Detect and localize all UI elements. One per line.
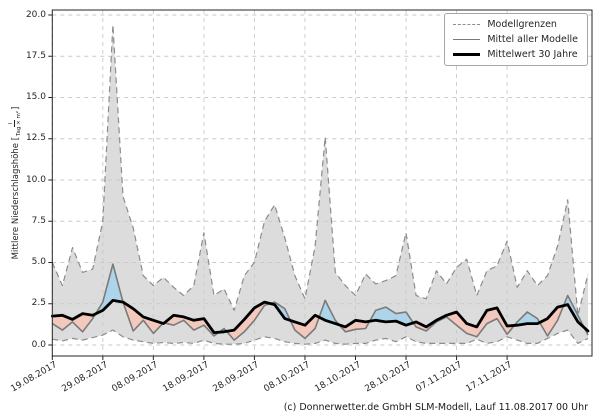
copyright-note: (c) Donnerwetter.de GmbH SLM-Modell, Lau…	[283, 402, 588, 413]
y-tick-label: 5.0	[31, 257, 46, 267]
y-tick-label: 17.5	[25, 50, 46, 61]
plot-border	[51, 9, 593, 357]
y-tick-label: 15.0	[25, 92, 46, 102]
y-axis-label-suffix: ]	[11, 106, 21, 110]
y-axis-unit-fraction: l Tag × m²	[7, 110, 22, 136]
y-tick-label: 10.0	[25, 174, 46, 185]
y-tick-label: 12.5	[25, 133, 46, 144]
legend-label: Mittel aller Modelle	[487, 34, 578, 45]
legend-item-mittelwert-30-jahre: Mittelwert 30 Jahre	[453, 49, 578, 60]
black-line-swatch	[453, 53, 481, 56]
unit-numerator: l	[7, 119, 16, 128]
y-axis-label-prefix: Mittlere Niederschlagshöhe [	[11, 136, 21, 260]
upper-model-bound-line	[51, 24, 589, 316]
y-tick-label: 7.5	[31, 215, 46, 226]
unit-denominator: Tag × m²	[15, 110, 22, 136]
lower-model-bound-line	[52, 329, 589, 345]
dashed-line-swatch	[453, 24, 481, 25]
model-range-band	[52, 24, 589, 345]
y-tick-label: 0.0	[31, 339, 46, 350]
legend-item-modellgrenzen: Modellgrenzen	[453, 19, 578, 30]
y-axis-label: Mittlere Niederschlagshöhe [ l Tag × m² …	[7, 100, 24, 266]
legend-label: Mittelwert 30 Jahre	[487, 49, 578, 60]
gray-line-swatch	[453, 39, 481, 40]
y-tick-label: 2.5	[31, 298, 46, 309]
below-normal-fill	[339, 320, 370, 332]
above-normal-fill	[514, 312, 540, 326]
above-normal-fill	[563, 295, 585, 328]
below-normal-fill	[539, 305, 564, 336]
mean-30-years-line	[50, 298, 590, 335]
legend-item-mittel-aller-modelle: Mittel aller Modelle	[453, 34, 578, 45]
y-tick-label: 20.0	[25, 9, 46, 20]
legend-label: Modellgrenzen	[487, 19, 557, 30]
model-mean-line	[51, 263, 589, 341]
below-normal-fill	[290, 315, 320, 339]
chart-legend: Modellgrenzen Mittel aller Modelle Mitte…	[444, 13, 588, 66]
below-normal-fill	[164, 315, 220, 336]
